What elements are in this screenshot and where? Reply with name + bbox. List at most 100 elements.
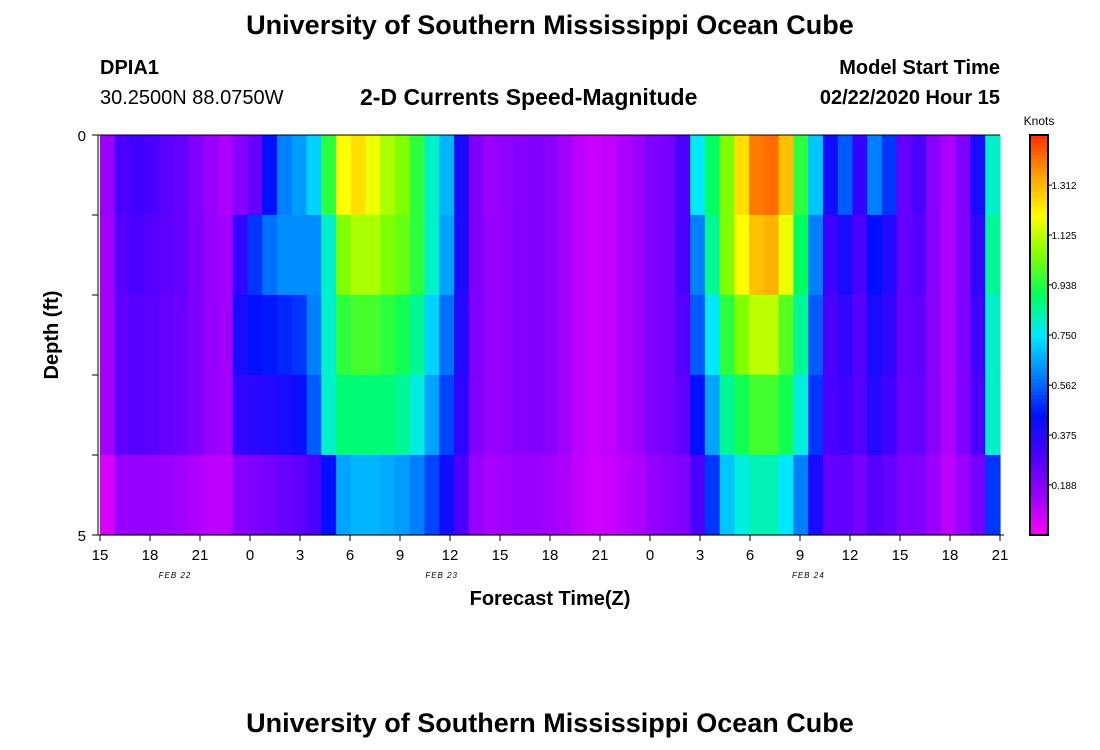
heatmap-cell — [704, 375, 721, 456]
heatmap-cell — [601, 375, 617, 456]
colorbar-segment — [1030, 308, 1048, 313]
heatmap-cell — [808, 295, 824, 376]
heatmap-cell — [778, 375, 795, 456]
heatmap-cell — [542, 135, 558, 216]
colorbar-segment — [1030, 278, 1048, 283]
heatmap-cell — [100, 215, 116, 296]
heatmap-cell — [336, 215, 352, 296]
heatmap-cell — [690, 455, 706, 536]
colorbar-tick-label: 0.938 — [1051, 281, 1076, 292]
heatmap-cell — [586, 135, 603, 216]
colorbar-segment — [1030, 331, 1048, 336]
x-tick-label: 15 — [892, 547, 909, 564]
colorbar-segment — [1030, 495, 1048, 499]
colorbar-tick-label: 0.188 — [1051, 481, 1076, 492]
heatmap-cell — [365, 455, 381, 536]
heatmap-cell — [704, 295, 721, 376]
heatmap-cell — [763, 455, 780, 536]
heatmap-cell — [439, 455, 455, 536]
heatmap-cell — [159, 455, 175, 536]
heatmap-cell — [793, 295, 809, 376]
heatmap-cell — [911, 295, 927, 376]
heatmap-cell — [719, 375, 736, 456]
colorbar-segment — [1030, 295, 1048, 299]
heatmap-cell — [675, 295, 691, 376]
heatmap-cell — [483, 215, 499, 296]
heatmap-cell — [749, 215, 765, 296]
heatmap-cell — [586, 455, 603, 536]
heatmap-cell — [911, 215, 927, 296]
heatmap-cell — [173, 135, 190, 216]
heatmap-cell — [306, 455, 322, 536]
heatmap-cell — [616, 455, 632, 536]
colorbar-segment — [1030, 511, 1048, 516]
heatmap-cell — [350, 215, 367, 296]
heatmap-cell — [159, 375, 175, 456]
heatmap-cell — [837, 135, 854, 216]
heatmap-cell — [232, 295, 249, 376]
heatmap-cell — [114, 295, 131, 376]
heatmap-cell — [173, 455, 190, 536]
heatmap-cell — [940, 295, 957, 376]
heatmap-cell — [218, 455, 234, 536]
heatmap-cell — [291, 135, 308, 216]
heatmap-cell — [188, 295, 204, 376]
station-coords: 30.2500N 88.0750W — [100, 87, 284, 109]
colorbar-segment — [1030, 411, 1048, 416]
colorbar-segment — [1030, 515, 1048, 519]
heatmap-cell — [586, 375, 603, 456]
heatmap-cell — [365, 135, 381, 216]
colorbar-tick-label: 1.312 — [1051, 181, 1076, 192]
heatmap-cell — [277, 135, 293, 216]
heatmap-cell — [203, 455, 219, 536]
chart-title: 2-D Currents Speed-Magnitude — [360, 84, 698, 110]
heatmap-cell — [660, 375, 677, 456]
heatmap-cell — [645, 455, 662, 536]
heatmap-cell — [424, 215, 440, 296]
colorbar-segment — [1030, 388, 1048, 393]
model-start-label: Model Start Time — [839, 57, 1000, 79]
heatmap-cell — [277, 455, 293, 536]
colorbar-segment — [1030, 441, 1048, 446]
heatmap-cell — [896, 135, 913, 216]
colorbar-segment — [1030, 138, 1048, 143]
heatmap-cell — [985, 375, 1001, 456]
heatmap-cell — [719, 295, 736, 376]
colorbar-segment — [1030, 521, 1048, 526]
heatmap-cell — [454, 375, 470, 456]
colorbar-segment — [1030, 445, 1048, 449]
heatmap-cell — [940, 455, 957, 536]
heatmap-cell — [277, 295, 293, 376]
colorbar-segment — [1030, 478, 1048, 483]
colorbar-segment — [1030, 261, 1048, 266]
heatmap-cell — [572, 455, 588, 536]
heatmap-cell — [734, 135, 750, 216]
heatmap-cell — [645, 375, 662, 456]
heatmap-cell — [527, 135, 544, 216]
heatmap-cell — [350, 135, 367, 216]
colorbar-segment — [1030, 471, 1048, 476]
heatmap-cell — [513, 135, 529, 216]
colorbar-segment — [1030, 328, 1048, 333]
heatmap-cell — [985, 455, 1001, 536]
colorbar-segment — [1030, 525, 1048, 529]
colorbar-segment — [1030, 385, 1048, 389]
heatmap-cell — [218, 215, 234, 296]
colorbar-segment — [1030, 158, 1048, 163]
heatmap-cell — [601, 135, 617, 216]
heatmap-cell — [557, 215, 573, 296]
heatmap-cell — [926, 215, 942, 296]
heatmap-cell — [749, 455, 765, 536]
heatmap-cell — [808, 375, 824, 456]
heatmap-cell — [778, 455, 795, 536]
colorbar-segment — [1030, 341, 1048, 346]
colorbar-segment — [1030, 198, 1048, 203]
heatmap-cell — [690, 295, 706, 376]
heatmap-cell — [793, 135, 809, 216]
heatmap-cell — [291, 215, 308, 296]
heatmap-cell — [380, 215, 396, 296]
heatmap-cell — [468, 135, 485, 216]
colorbar-segment — [1030, 165, 1048, 169]
colorbar-segment — [1030, 528, 1048, 533]
heatmap-cell — [837, 215, 854, 296]
